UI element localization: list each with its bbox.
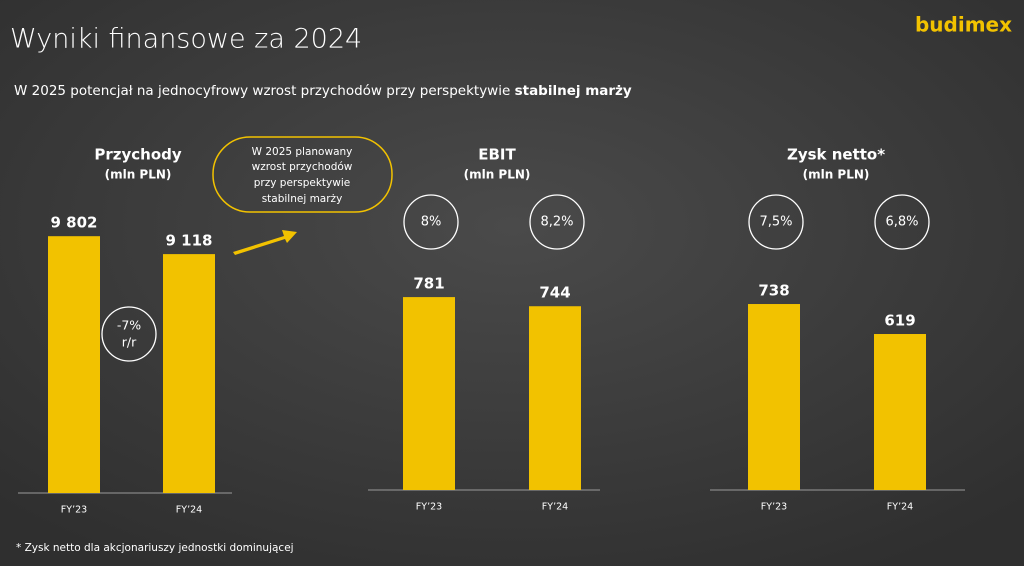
bar bbox=[403, 297, 455, 490]
callout-line: przy perspektywie bbox=[254, 177, 350, 189]
subtitle-text: W 2025 potencjał na jednocyfrowy wzrost … bbox=[14, 83, 515, 99]
chart-title: Przychody bbox=[94, 146, 182, 164]
chart-subtitle: (mln PLN) bbox=[464, 168, 531, 182]
change-label: -7% bbox=[117, 318, 141, 333]
x-tick-label: FY’24 bbox=[542, 502, 568, 513]
chart-title: EBIT bbox=[478, 146, 516, 164]
footnote: * Zysk netto dla akcjonariuszy jednostki… bbox=[16, 542, 294, 554]
chart-title: Zysk netto* bbox=[787, 146, 885, 164]
margin-circle bbox=[403, 194, 459, 250]
x-tick-label: FY’24 bbox=[887, 502, 913, 513]
chart-subtitle: (mln PLN) bbox=[803, 168, 870, 182]
value-label: 738 bbox=[758, 282, 789, 300]
value-label: 9 118 bbox=[166, 232, 213, 250]
bar bbox=[874, 334, 926, 490]
callout-line: W 2025 planowany bbox=[252, 146, 353, 158]
bar bbox=[748, 304, 800, 490]
margin-label: 6,8% bbox=[885, 215, 918, 230]
logo: budimex bbox=[915, 13, 1012, 37]
x-tick-label: FY’23 bbox=[761, 502, 787, 513]
callout-arrow bbox=[233, 230, 297, 255]
x-tick-label: FY’23 bbox=[61, 505, 87, 516]
slide-title: Wyniki finansowe za 2024 bbox=[10, 24, 362, 55]
bar bbox=[48, 236, 100, 493]
bar bbox=[163, 254, 215, 493]
x-tick-label: FY’24 bbox=[176, 505, 202, 516]
change-circle bbox=[101, 306, 157, 362]
chart-subtitle: (mln PLN) bbox=[105, 168, 172, 182]
slide-subtitle: W 2025 potencjał na jednocyfrowy wzrost … bbox=[14, 83, 632, 99]
callout-line: stabilnej marży bbox=[262, 193, 343, 205]
margin-circle bbox=[748, 194, 804, 250]
margin-label: 8,2% bbox=[540, 215, 573, 230]
callout-line: wzrost przychodów bbox=[252, 161, 353, 173]
margin-circle bbox=[529, 194, 585, 250]
x-tick-label: FY’23 bbox=[416, 502, 442, 513]
margin-label: 7,5% bbox=[759, 215, 792, 230]
value-label: 619 bbox=[884, 312, 915, 330]
margin-label: 8% bbox=[421, 215, 442, 230]
subtitle-bold: stabilnej marży bbox=[515, 83, 632, 99]
value-label: 781 bbox=[413, 275, 444, 293]
value-label: 744 bbox=[539, 284, 570, 302]
change-label: r/r bbox=[122, 335, 137, 350]
value-label: 9 802 bbox=[51, 214, 98, 232]
margin-circle bbox=[874, 194, 930, 250]
callout-box bbox=[212, 136, 393, 213]
bar bbox=[529, 306, 581, 490]
